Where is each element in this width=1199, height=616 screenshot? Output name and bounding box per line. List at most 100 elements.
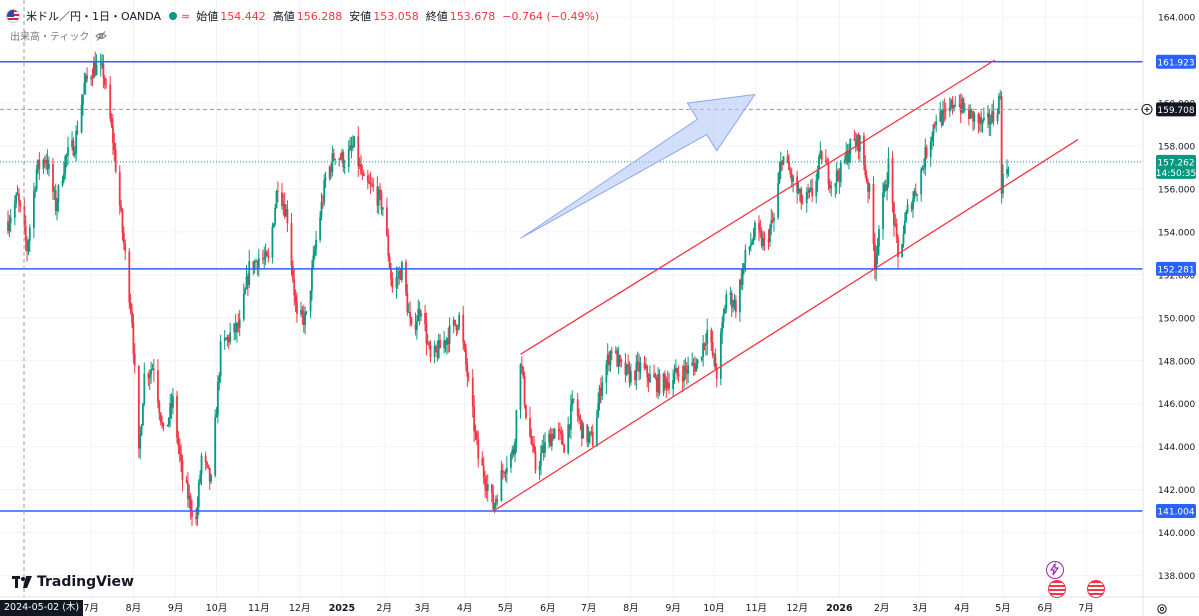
candle-body [912, 199, 914, 210]
candle-body [242, 293, 245, 320]
candle-body [320, 202, 323, 217]
candle-body [654, 377, 657, 379]
candle-body [931, 136, 933, 142]
candle-body [752, 236, 755, 242]
candle-body [196, 506, 199, 520]
candle-body [45, 160, 48, 163]
event-us-flag-icon-2[interactable] [1087, 580, 1105, 598]
candle-body [455, 324, 458, 331]
candle-body [477, 439, 480, 459]
candle-body [635, 362, 638, 381]
candle-body [417, 308, 420, 322]
candle-body [112, 125, 114, 144]
candle-body [293, 279, 296, 296]
candle-body [883, 184, 886, 193]
candle-body [274, 208, 277, 224]
candle-body [505, 467, 508, 473]
candle-body [248, 261, 251, 285]
candle-body [19, 201, 22, 207]
candle-body [225, 338, 227, 340]
candle-body [595, 417, 598, 446]
candle-body [169, 403, 172, 418]
candle-body [531, 443, 534, 445]
candle-body [722, 313, 725, 323]
candle-body [1002, 173, 1004, 194]
candle-body [462, 314, 465, 343]
candle-body [916, 194, 919, 196]
high-value: 156.288 [296, 9, 343, 23]
time-axis: 7月 8月 9月 10月 11月 12月 2025 2月 3月 4月 5月 6月 7月 8月 9月 10月 11… [0, 596, 1199, 614]
candle-body [347, 149, 350, 167]
candle-body [390, 267, 392, 279]
candle-body [266, 251, 268, 256]
event-us-flag-icon[interactable] [1048, 580, 1066, 598]
event-flash-icon[interactable] [1046, 561, 1064, 579]
candle-body [570, 404, 572, 430]
candle-body [703, 343, 706, 346]
candle-body [662, 373, 665, 394]
candle-body [26, 240, 28, 252]
candle-body [856, 134, 859, 147]
candle-body [760, 232, 763, 246]
candle-body [923, 167, 925, 169]
candle-body [52, 163, 54, 192]
candle-body [35, 169, 38, 190]
candle-body [101, 63, 103, 65]
candle-body [170, 403, 173, 408]
candle-body [343, 166, 346, 168]
candle-body [328, 167, 331, 179]
candle-body [75, 130, 78, 154]
candle-body [137, 365, 140, 449]
candle-body [152, 368, 155, 371]
symbol-title[interactable]: 米ドル／円・1日・OANDA [26, 10, 162, 23]
candle-body [448, 325, 451, 345]
candle-body [935, 121, 938, 125]
candle-body [520, 364, 523, 367]
candle-body [18, 193, 20, 202]
candle-body [379, 189, 381, 193]
candle-body [580, 420, 583, 439]
candle-body [302, 314, 305, 325]
candle-body [16, 193, 19, 195]
candle-body [571, 399, 574, 405]
candle-body [534, 451, 537, 471]
candle-body [658, 374, 661, 394]
candle-body [330, 167, 332, 172]
candle-body [38, 159, 41, 169]
candle-body [366, 175, 369, 182]
candle-body [811, 187, 814, 197]
candle-body [15, 194, 18, 204]
eye-hidden-icon[interactable] [95, 30, 108, 42]
candle-body [878, 229, 880, 247]
gear-icon[interactable] [1156, 603, 1168, 615]
candle-body [988, 113, 991, 125]
channel-upper-line [520, 59, 996, 355]
candle-body [769, 227, 771, 243]
time-tick-label: 4月 [457, 603, 473, 614]
candle-body [681, 376, 684, 382]
candle-body [925, 147, 928, 157]
candle-body [792, 176, 794, 182]
candle-body [544, 442, 546, 453]
candle-body [905, 212, 908, 221]
candle-body [233, 323, 236, 333]
candle-body [906, 204, 909, 213]
price-tick-label: 158.000 [1158, 143, 1195, 153]
candle-body [989, 122, 992, 125]
candle-body [1000, 96, 1003, 194]
candle-body [673, 372, 676, 380]
candle-body [466, 364, 469, 377]
candle-body [695, 363, 698, 372]
candle-body [614, 350, 617, 353]
price-tick-label: 140.000 [1158, 529, 1195, 539]
candle-body [608, 354, 610, 366]
candle-body [762, 238, 764, 246]
tradingview-logo[interactable]: TradingView [12, 574, 134, 590]
candle-body [894, 223, 897, 226]
candle-body [400, 261, 403, 280]
candle-body [684, 365, 687, 370]
candle-body [864, 164, 867, 176]
candle-body [386, 207, 388, 236]
candle-body [151, 368, 154, 370]
